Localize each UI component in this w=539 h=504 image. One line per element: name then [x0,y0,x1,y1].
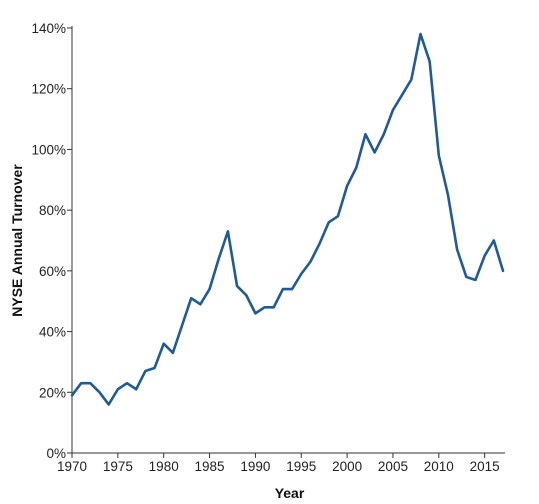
x-tick-label: 1980 [149,459,179,474]
x-tick-label: 2010 [424,459,454,474]
x-tick-label: 2000 [332,459,362,474]
x-tick-label: 1990 [240,459,270,474]
x-axis-title: Year [275,485,305,501]
y-tick-label: 100% [31,142,66,157]
y-axis-ticks: 0% 20% 40% 60% 80% 100% 120% 140% [31,21,72,461]
x-tick-label: 1985 [195,459,225,474]
y-tick-label: 140% [31,21,66,36]
y-tick-label: 80% [39,203,66,218]
x-tick-label: 1975 [103,459,133,474]
x-tick-label: 2005 [378,459,408,474]
y-tick-label: 120% [31,82,66,97]
axes [71,26,505,454]
series-layer [70,32,505,406]
y-axis-title: NYSE Annual Turnover [9,164,25,317]
x-axis-ticks: 1970 1975 1980 1985 1990 1995 2000 2005 2010 2015 [57,453,500,474]
x-tick-label: 2015 [470,459,500,474]
x-tick-label: 1995 [286,459,316,474]
y-tick-label: 40% [39,325,66,340]
y-tick-label: 20% [39,385,66,400]
series-line [70,32,505,406]
y-tick-label: 60% [39,264,66,279]
y-tick-label: 0% [46,446,66,461]
x-tick-label: 1970 [57,459,87,474]
